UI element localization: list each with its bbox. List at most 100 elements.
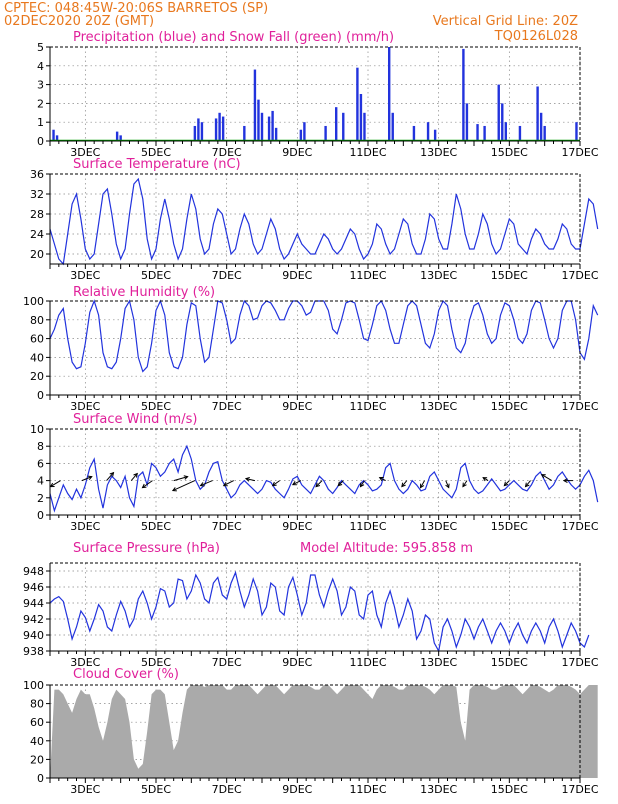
- precip-bar: [193, 125, 197, 141]
- cloud-xtick-label: 5DEC: [141, 783, 171, 796]
- precip-xtick-label: 15DEC: [491, 146, 528, 159]
- temp-xtick-label: 9DEC: [282, 269, 312, 282]
- pressure-extra-label: Model Altitude: 595.858 m: [300, 541, 473, 556]
- header-date: 02DEC2020 20Z (GMT): [4, 14, 154, 29]
- precip-bar: [483, 125, 486, 141]
- rh-xtick-label: 3DEC: [70, 400, 100, 413]
- precip-ytick-label: 5: [37, 41, 44, 54]
- temp-ytick-label: 24: [30, 228, 44, 241]
- precip-bar: [221, 116, 225, 141]
- precip-bar: [197, 118, 200, 141]
- wind-arrowhead: [222, 482, 228, 487]
- cloud-panel: Cloud Cover (%) 0 20 40 60 80 100 3DEC 5DEC 7DEC 9…: [23, 667, 599, 796]
- precip-panel: Precipitation (blue) and Snow Fall (gree…: [37, 30, 599, 159]
- rh-xtick-label: 15DEC: [491, 400, 528, 413]
- wind-xtick-label: 15DEC: [491, 520, 528, 533]
- pressure-xtick-label: 17DEC: [561, 656, 598, 669]
- wind-arrow: [272, 480, 280, 487]
- pressure-ytick-label: 946: [23, 581, 44, 594]
- precip-ytick-label: 3: [37, 79, 44, 92]
- wind-arrow: [50, 480, 61, 488]
- wind-arrowhead: [171, 487, 177, 492]
- precip-bar: [214, 118, 218, 141]
- wind-panel: Surface Wind (m/s) 0 2 4 6 8 10 3DEC 5DEC 7DEC 9DE…: [30, 412, 599, 533]
- precip-xtick-label: 9DEC: [282, 146, 312, 159]
- wind-line: [49, 444, 599, 513]
- cloud-ytick-label: 60: [30, 716, 44, 729]
- wind-arrow: [223, 480, 234, 487]
- precip-bar: [462, 48, 465, 141]
- precip-bar: [260, 112, 264, 141]
- cloud-ytick-label: 80: [30, 698, 44, 711]
- precip-xtick-label: 7DEC: [212, 146, 242, 159]
- cloud-ytick-label: 0: [37, 772, 44, 785]
- wind-title: Surface Wind (m/s): [73, 412, 197, 427]
- wind-ytick-label: 4: [37, 475, 44, 488]
- temp-xtick-label: 7DEC: [212, 269, 242, 282]
- wind-arrow: [142, 480, 153, 489]
- precip-bar: [243, 125, 246, 141]
- wind-arrow: [379, 477, 386, 482]
- temp-ytick-label: 32: [30, 188, 44, 201]
- wind-xtick-label: 17DEC: [561, 520, 598, 533]
- precip-xtick-label: 3DEC: [70, 146, 100, 159]
- precip-bar: [476, 124, 479, 141]
- precip-bar: [388, 47, 391, 141]
- precip-bar: [200, 122, 204, 141]
- wind-ytick-label: 10: [30, 423, 44, 436]
- wind-arrowhead: [244, 477, 250, 482]
- precip-xtick-label: 17DEC: [561, 146, 598, 159]
- temp-ytick-label: 36: [30, 168, 44, 181]
- wind-arrowhead: [503, 481, 509, 487]
- rh-xtick-label: 5DEC: [141, 400, 171, 413]
- wind-arrowhead: [141, 483, 147, 489]
- pressure-ytick-label: 948: [23, 565, 44, 578]
- wind-arrowhead: [420, 483, 425, 489]
- header-grid-note: Vertical Grid Line: 20Z: [433, 14, 578, 29]
- wind-arrowhead: [445, 483, 450, 489]
- precip-bar: [575, 122, 578, 141]
- precip-bar: [52, 129, 55, 141]
- rh-ytick-label: 20: [30, 370, 44, 383]
- wind-xtick-label: 13DEC: [420, 520, 457, 533]
- cloud-xtick-label: 3DEC: [70, 783, 100, 796]
- wind-xtick-label: 7DEC: [212, 520, 242, 533]
- wind-arrowhead: [482, 477, 488, 482]
- cloud-xtick-label: 13DEC: [420, 783, 457, 796]
- cloud-area: [50, 685, 598, 778]
- precip-bar: [504, 122, 507, 141]
- pressure-xtick-label: 5DEC: [141, 656, 171, 669]
- precip-bar: [433, 129, 437, 141]
- rh-xtick-label: 7DEC: [212, 400, 242, 413]
- wind-ytick-label: 2: [37, 492, 44, 505]
- wind-arrowhead: [199, 482, 205, 487]
- precip-ytick-label: 4: [37, 60, 44, 73]
- precip-bar: [267, 116, 271, 141]
- wind-arrow: [445, 480, 450, 488]
- wind-arrow: [503, 480, 510, 486]
- wind-arrow: [130, 473, 138, 481]
- cloud-title: Cloud Cover (%): [73, 667, 179, 682]
- wind-xtick-label: 5DEC: [141, 520, 171, 533]
- wind-xtick-label: 3DEC: [70, 520, 100, 533]
- temp-line: [49, 177, 599, 266]
- wind-arrow: [401, 480, 408, 487]
- precip-bar: [465, 103, 469, 141]
- temp-title: Surface Temperature (nC): [73, 157, 241, 172]
- precip-title: Precipitation (blue) and Snow Fall (gree…: [73, 30, 394, 45]
- precip-ytick-label: 2: [37, 97, 44, 110]
- precip-bar: [536, 86, 539, 141]
- pressure-ytick-label: 940: [23, 629, 44, 642]
- pressure-xtick-label: 7DEC: [212, 656, 242, 669]
- wind-arrowhead: [378, 476, 384, 482]
- pressure-xtick-label: 9DEC: [282, 656, 312, 669]
- wind-arrow: [541, 474, 552, 482]
- precip-bar: [335, 107, 338, 141]
- wind-arrow: [200, 480, 213, 487]
- temp-xtick-label: 5DEC: [141, 269, 171, 282]
- temp-ytick-label: 28: [30, 208, 44, 221]
- wind-arrow: [315, 480, 323, 487]
- wind-arrow: [292, 480, 302, 486]
